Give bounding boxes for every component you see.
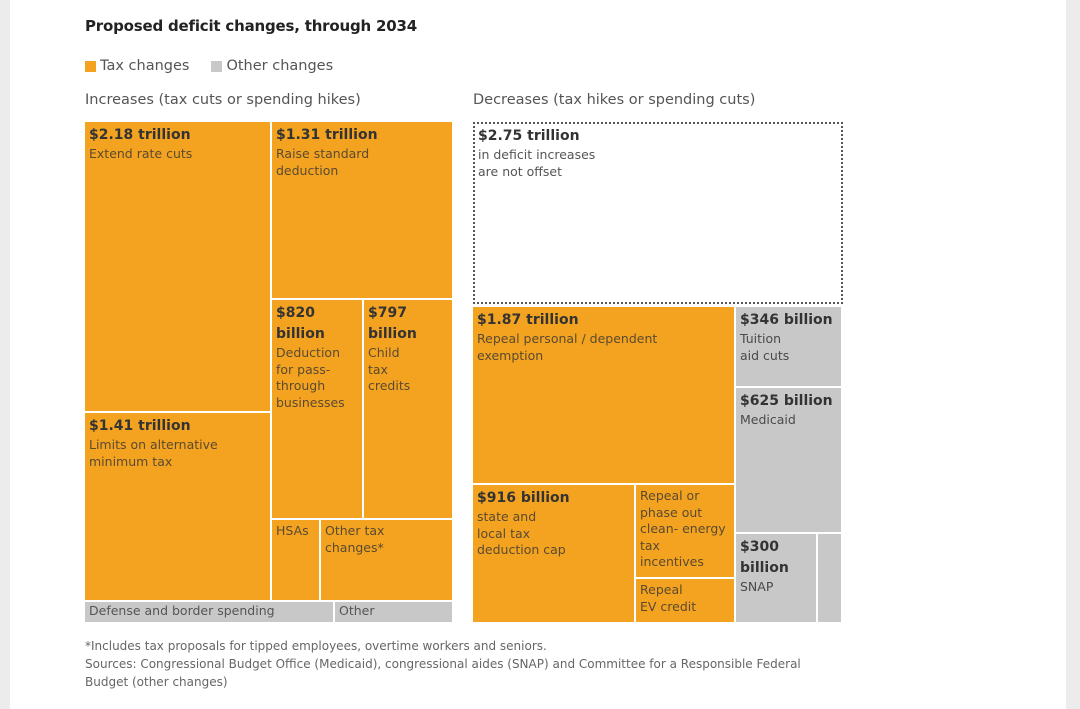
tile-salt-deduction-cap: $916 billion state and local tax deducti… bbox=[473, 485, 634, 622]
tile-label: Limits on alternative minimum tax bbox=[89, 437, 218, 469]
tile-value: $2.18 trillion bbox=[89, 127, 191, 143]
tile-label: Repeal personal / dependent exemption bbox=[477, 331, 658, 363]
tile-defense-border-spending: Defense and border spending bbox=[85, 602, 333, 622]
tile-value: $300 billion bbox=[740, 539, 789, 576]
legend-item-other: Other changes bbox=[211, 58, 333, 74]
tile-value: $916 billion bbox=[477, 490, 570, 506]
left-border bbox=[0, 0, 10, 709]
tile-label: Medicaid bbox=[740, 412, 796, 427]
tile-pass-through-deduction: $820 billion Deduction for pass- through… bbox=[272, 300, 362, 518]
tile-value: $2.75 trillion bbox=[478, 128, 580, 144]
tile-label: HSAs bbox=[276, 523, 309, 538]
decreases-heading: Decreases (tax hikes or spending cuts) bbox=[473, 92, 756, 108]
tile-unlabeled-other bbox=[818, 534, 841, 622]
tile-other-tax-changes: Other tax changes* bbox=[321, 520, 452, 600]
tile-label: Repeal EV credit bbox=[640, 582, 697, 614]
right-border bbox=[1066, 0, 1080, 709]
tile-repeal-ev-credit: Repeal EV credit bbox=[636, 579, 734, 622]
tile-medicaid: $625 billion Medicaid bbox=[736, 388, 841, 532]
tile-value: $346 billion bbox=[740, 312, 833, 328]
tile-label: Other tax changes* bbox=[325, 523, 385, 555]
legend-swatch-tax bbox=[85, 60, 96, 72]
tile-value: $625 billion bbox=[740, 393, 833, 409]
footnote-sources: Sources: Congressional Budget Office (Me… bbox=[85, 657, 801, 689]
tile-label: SNAP bbox=[740, 579, 774, 594]
tile-label: in deficit increases are not offset bbox=[478, 147, 596, 179]
tile-alternative-minimum-tax: $1.41 trillion Limits on alternative min… bbox=[85, 413, 270, 600]
tile-snap: $300 billion SNAP bbox=[736, 534, 816, 622]
legend: Tax changes Other changes bbox=[85, 58, 355, 74]
legend-swatch-other bbox=[211, 60, 223, 72]
tile-label: Other bbox=[339, 603, 375, 618]
tile-label: Child tax credits bbox=[368, 345, 411, 393]
tile-tuition-aid-cuts: $346 billion Tuition aid cuts bbox=[736, 307, 841, 386]
tile-label: state and local tax deduction cap bbox=[477, 509, 566, 557]
chart-title: Proposed deficit changes, through 2034 bbox=[85, 17, 417, 35]
tile-label: Raise standard deduction bbox=[276, 146, 370, 178]
footnote-asterisk: *Includes tax proposals for tipped emplo… bbox=[85, 639, 547, 653]
tile-label: Repeal or phase out clean- energy tax in… bbox=[640, 488, 726, 569]
tile-extend-rate-cuts: $2.18 trillion Extend rate cuts bbox=[85, 122, 270, 411]
legend-item-tax: Tax changes bbox=[85, 58, 189, 74]
tile-hsas: HSAs bbox=[272, 520, 319, 600]
tile-value: $1.87 trillion bbox=[477, 312, 579, 328]
legend-label-tax: Tax changes bbox=[100, 58, 190, 74]
tile-value: $1.41 trillion bbox=[89, 418, 191, 434]
tile-other: Other bbox=[335, 602, 452, 622]
tile-label: Extend rate cuts bbox=[89, 146, 193, 161]
tile-label: Deduction for pass- through businesses bbox=[276, 345, 345, 410]
increases-heading: Increases (tax cuts or spending hikes) bbox=[85, 92, 361, 108]
tile-clean-energy-incentives: Repeal or phase out clean- energy tax in… bbox=[636, 485, 734, 577]
tile-child-tax-credits: $797 billion Child tax credits bbox=[364, 300, 452, 518]
tile-raise-standard-deduction: $1.31 trillion Raise standard deduction bbox=[272, 122, 452, 298]
legend-label-other: Other changes bbox=[226, 58, 334, 74]
tile-value: $1.31 trillion bbox=[276, 127, 378, 143]
tile-not-offset: $2.75 trillion in deficit increases are … bbox=[473, 122, 843, 304]
tile-label: Tuition aid cuts bbox=[740, 331, 790, 363]
tile-label: Defense and border spending bbox=[89, 603, 275, 618]
tile-repeal-personal-exemption: $1.87 trillion Repeal personal / depende… bbox=[473, 307, 734, 483]
tile-value: $820 billion bbox=[276, 305, 325, 342]
tile-value: $797 billion bbox=[368, 305, 417, 342]
